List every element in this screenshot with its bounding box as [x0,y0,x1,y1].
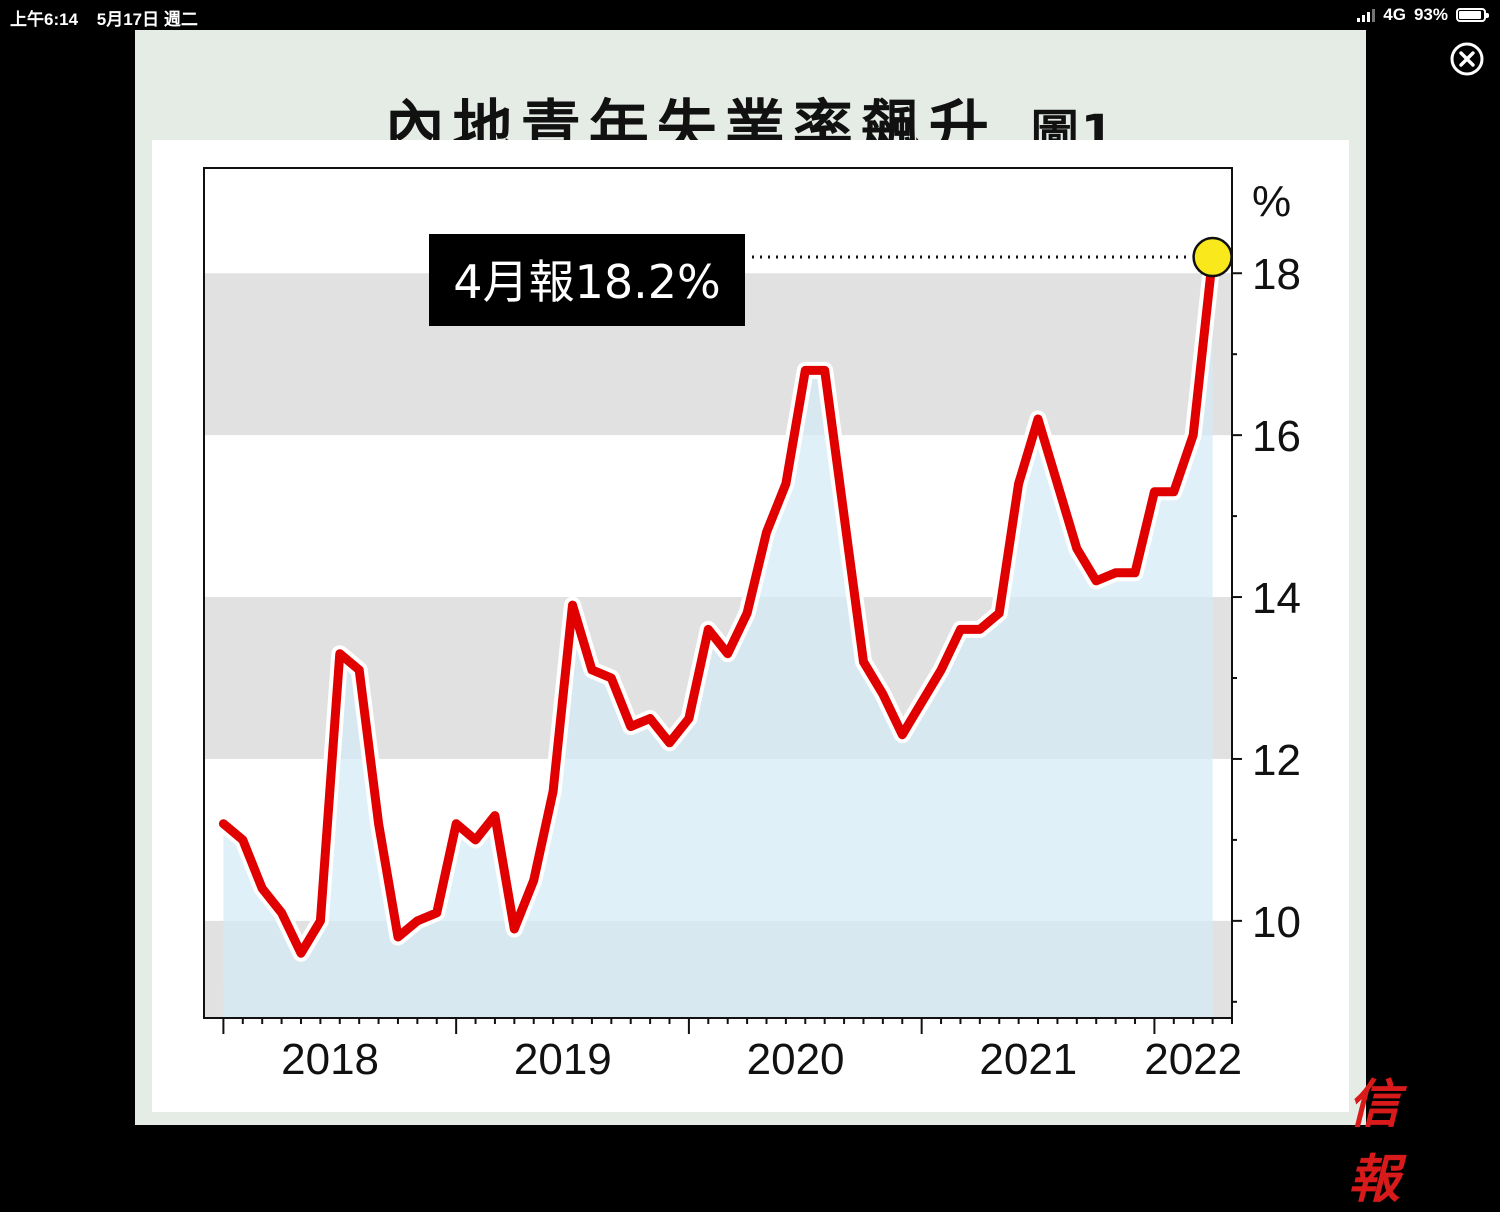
data-point [687,717,691,721]
data-point [803,368,807,372]
data-point [280,911,284,915]
data-point [745,611,749,615]
status-right: 4G 93% [1357,5,1489,25]
data-point [648,717,652,721]
battery-level [1459,11,1482,19]
y-tick-label: 14 [1252,574,1301,623]
data-point [415,919,419,923]
data-point [357,668,361,672]
callout-label: 4月報18.2% [453,255,720,309]
data-point [978,627,982,631]
data-point [765,530,769,534]
y-unit-label: % [1252,177,1291,226]
plot-panel: 10 12 14 16 18% 2018 2019 2020 2021 2022 4月報18.2% [152,140,1349,1112]
data-point [1017,482,1021,486]
data-point [377,822,381,826]
status-time: 上午6:14 [10,10,79,29]
signal-icon [1357,8,1376,22]
close-circle-icon [1450,42,1484,76]
data-point [532,878,536,882]
data-point [784,482,788,486]
x-tick-label: 2019 [514,1035,612,1084]
data-point [939,668,943,672]
series-area [223,257,1213,1018]
data-point [668,741,672,745]
data-point [474,838,478,842]
status-bar: 上午6:14 5月17日 週二 4G 93% [0,0,1500,30]
x-tick-label: 2020 [747,1035,845,1084]
data-point [1075,547,1079,551]
data-point [338,652,342,656]
data-point [1094,579,1098,583]
data-point [551,789,555,793]
data-point [512,927,516,931]
data-point [900,733,904,737]
data-point [920,700,924,704]
data-point [454,822,458,826]
data-point [706,627,710,631]
chart-card: 內地青年失業率飆升 圖1 10 12 14 16 18% 2018 2019 2020 2021 2… [135,30,1400,1210]
close-button[interactable] [1450,42,1484,76]
data-point [1133,571,1137,575]
data-point [1036,417,1040,421]
data-point [629,725,633,729]
x-tick-label: 2021 [979,1035,1077,1084]
x-tick-label: 2018 [281,1035,379,1084]
data-point [959,627,963,631]
data-point [571,603,575,607]
data-point [1172,490,1176,494]
network-label: 4G [1383,5,1406,24]
latest-point-marker [1192,236,1233,278]
data-point [881,692,885,696]
battery-icon [1456,8,1489,22]
data-point [997,611,1001,615]
brand-logo: 信報 [1348,1074,1400,1210]
data-point [299,951,303,955]
data-point [862,660,866,664]
data-point [609,676,613,680]
callout-box [429,234,745,326]
series-line [218,252,1218,958]
data-point [260,887,264,891]
data-point [590,668,594,672]
x-tick-label: 2022 [1144,1035,1242,1084]
y-tick-label: 16 [1252,412,1301,461]
data-point [842,514,846,518]
data-point [823,368,827,372]
data-point [241,838,245,842]
data-point [318,919,322,923]
unemployment-chart: 10 12 14 16 18% 2018 2019 2020 2021 2022 4月報18.2% [203,167,1301,1084]
status-left: 上午6:14 5月17日 週二 [10,5,212,30]
status-date: 5月17日 週二 [96,10,198,29]
data-point [396,935,400,939]
data-point [1055,482,1059,486]
data-point [1114,571,1118,575]
data-point [221,822,225,826]
data-point [435,911,439,915]
data-point [726,652,730,656]
data-point [493,814,497,818]
y-tick-label: 12 [1252,736,1301,785]
plot-frame [203,167,1233,1019]
data-point [1152,490,1156,494]
y-tick-label: 18 [1252,250,1301,299]
battery-percent: 93% [1413,5,1448,24]
data-point [1191,433,1195,437]
y-tick-label: 10 [1252,898,1301,947]
